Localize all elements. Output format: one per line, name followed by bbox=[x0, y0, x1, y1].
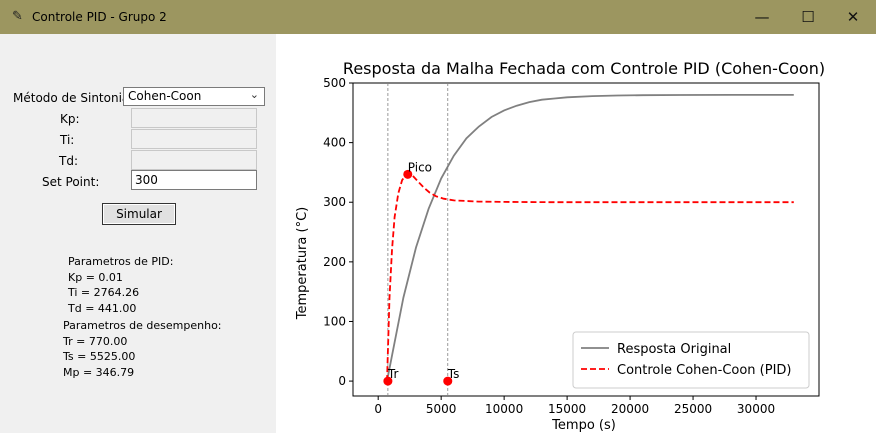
y-axis-label: Temperatura (°C) bbox=[295, 207, 310, 320]
x-tick-label: 20000 bbox=[611, 402, 649, 416]
legend-box bbox=[572, 331, 810, 389]
response-chart: Resposta da Malha Fechada com Controle P… bbox=[295, 59, 825, 433]
marker-point bbox=[383, 376, 393, 386]
x-tick-label: 15000 bbox=[548, 402, 586, 416]
plot-frame bbox=[352, 82, 820, 397]
x-tick-label: 0 bbox=[374, 402, 382, 416]
method-value: Cohen-Coon bbox=[128, 89, 202, 103]
ts-result: Ts = 5525.00 bbox=[63, 350, 136, 363]
marker-label: Tr bbox=[387, 367, 399, 381]
y-tick-label: 200 bbox=[323, 255, 346, 269]
method-select[interactable]: Cohen-Coon ⌄ bbox=[123, 87, 265, 106]
x-tick-label: 30000 bbox=[737, 402, 775, 416]
setpoint-value: 300 bbox=[135, 173, 158, 187]
performance-params: Parametros de desempenho: Tr = 770.00 Ts… bbox=[63, 318, 222, 380]
pid-header: Parametros de PID: bbox=[68, 255, 174, 268]
x-axis-label: Tempo (s) bbox=[551, 418, 616, 433]
minimize-button[interactable]: — bbox=[754, 8, 770, 26]
td-label: Td: bbox=[59, 154, 78, 168]
control-panel: Método de Sintonia: Cohen-Coon ⌄ Kp: Ti:… bbox=[0, 34, 276, 433]
legend-label: Resposta Original bbox=[617, 342, 731, 357]
method-label: Método de Sintonia: bbox=[13, 91, 134, 105]
marker-point bbox=[443, 376, 453, 386]
y-tick-label: 400 bbox=[323, 136, 346, 150]
ti-field[interactable] bbox=[131, 129, 257, 149]
pid-params: Parametros de PID: Kp = 0.01 Ti = 2764.2… bbox=[68, 254, 173, 316]
window-title: Controle PID - Grupo 2 bbox=[32, 10, 167, 24]
td-result: Td = 441.00 bbox=[68, 301, 137, 315]
series-line-original bbox=[386, 94, 794, 382]
x-tick-label: 25000 bbox=[674, 402, 712, 416]
close-button[interactable]: ✕ bbox=[846, 8, 860, 26]
kp-result: Kp = 0.01 bbox=[68, 270, 123, 284]
mp-result: Mp = 346.79 bbox=[63, 365, 135, 379]
y-tick-label: 500 bbox=[323, 76, 346, 90]
y-tick-label: 300 bbox=[323, 195, 346, 209]
series-line-pid bbox=[386, 173, 794, 382]
marker-label: Pico bbox=[408, 160, 432, 174]
y-tick-label: 0 bbox=[338, 374, 346, 388]
setpoint-label: Set Point: bbox=[42, 175, 100, 189]
perf-header: Parametros de desempenho: bbox=[63, 319, 222, 332]
kp-field[interactable] bbox=[131, 108, 257, 128]
x-tick-label: 10000 bbox=[485, 402, 523, 416]
x-tick-label: 5000 bbox=[426, 402, 457, 416]
chart-title: Resposta da Malha Fechada com Controle P… bbox=[343, 59, 825, 78]
marker-label: Ts bbox=[447, 367, 460, 381]
marker-point bbox=[403, 169, 413, 179]
setpoint-field[interactable]: 300 bbox=[131, 170, 257, 190]
feather-icon: ✎ bbox=[12, 9, 23, 24]
ti-label: Ti: bbox=[60, 133, 75, 147]
td-field[interactable] bbox=[131, 150, 257, 170]
tr-result: Tr = 770.00 bbox=[63, 334, 128, 348]
simulate-button[interactable]: Simular bbox=[102, 203, 176, 225]
ti-result: Ti = 2764.26 bbox=[68, 286, 140, 299]
kp-label: Kp: bbox=[60, 112, 80, 126]
legend-label: Controle Cohen-Coon (PID) bbox=[617, 363, 792, 378]
y-tick-label: 100 bbox=[323, 314, 346, 328]
title-bar: ✎ Controle PID - Grupo 2 — ☐ ✕ bbox=[0, 0, 876, 34]
chevron-down-icon: ⌄ bbox=[249, 88, 259, 101]
maximize-button[interactable]: ☐ bbox=[801, 8, 815, 26]
